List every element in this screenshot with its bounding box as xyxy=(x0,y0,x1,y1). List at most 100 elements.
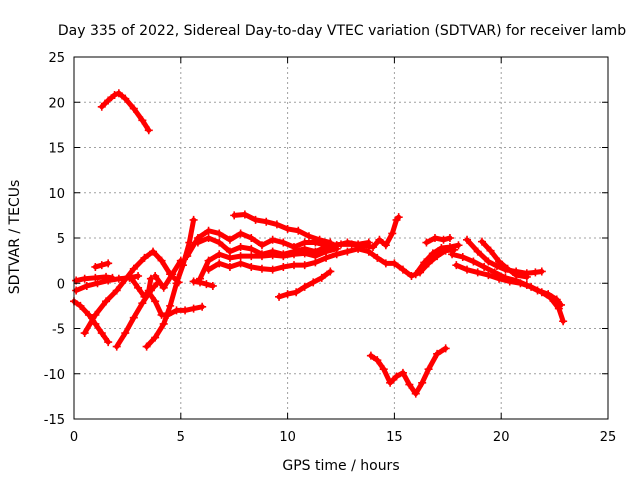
data-point xyxy=(204,226,213,235)
data-point xyxy=(151,333,160,342)
data-point xyxy=(373,253,382,262)
data-point xyxy=(240,210,249,219)
data-point xyxy=(91,273,100,282)
data-point xyxy=(503,264,512,273)
data-point xyxy=(300,282,309,291)
data-point xyxy=(279,238,288,247)
data-point xyxy=(247,262,256,271)
data-point xyxy=(411,389,420,398)
data-point xyxy=(315,235,324,244)
data-point xyxy=(445,243,454,252)
y-tick-label: 10 xyxy=(48,187,65,202)
y-tick-label: -5 xyxy=(52,323,65,338)
data-point xyxy=(189,277,198,286)
data-layer xyxy=(70,89,568,398)
data-point xyxy=(149,247,158,256)
data-point xyxy=(441,344,450,353)
data-point xyxy=(236,259,245,268)
data-point xyxy=(157,256,166,265)
data-point xyxy=(172,306,181,315)
data-point xyxy=(292,288,301,297)
data-point xyxy=(72,286,81,295)
data-point xyxy=(138,299,147,308)
y-tick-label: -15 xyxy=(44,413,65,428)
data-point xyxy=(411,270,420,279)
data-point xyxy=(358,241,367,250)
data-point xyxy=(322,253,331,262)
data-point xyxy=(268,265,277,274)
series-trail xyxy=(144,217,197,350)
data-point xyxy=(80,274,89,283)
series-track-15 xyxy=(196,244,341,283)
data-point xyxy=(204,234,213,242)
data-point xyxy=(196,274,205,283)
data-point xyxy=(204,256,213,265)
y-tick-label: -10 xyxy=(44,368,65,383)
data-point xyxy=(257,252,266,261)
data-point xyxy=(193,238,202,247)
data-point xyxy=(486,246,495,255)
data-point xyxy=(537,267,546,276)
data-point xyxy=(127,274,136,283)
data-point xyxy=(398,368,407,377)
data-point xyxy=(469,257,478,266)
data-point xyxy=(168,270,177,279)
data-point xyxy=(146,274,155,283)
data-point xyxy=(326,241,335,250)
chart-title: Day 335 of 2022, Sidereal Day-to-day VTE… xyxy=(58,23,626,39)
data-point xyxy=(151,272,160,281)
data-point xyxy=(364,247,373,256)
data-point xyxy=(134,272,143,281)
data-point xyxy=(326,267,335,276)
series-track-13 xyxy=(183,226,341,261)
data-point xyxy=(448,250,457,259)
data-point xyxy=(505,277,514,286)
data-point xyxy=(275,292,284,301)
data-point xyxy=(91,262,100,271)
data-point xyxy=(183,252,192,261)
data-point xyxy=(104,96,113,105)
data-point xyxy=(140,292,149,301)
data-point xyxy=(121,329,130,338)
data-point xyxy=(129,264,138,273)
data-point xyxy=(110,91,119,100)
data-point xyxy=(283,224,292,233)
series-track-1 xyxy=(97,89,153,135)
data-point xyxy=(215,259,224,268)
data-point xyxy=(392,372,401,381)
data-point xyxy=(236,252,245,261)
y-tick-label: 5 xyxy=(57,232,65,247)
y-tick-label: 0 xyxy=(57,277,65,292)
data-point xyxy=(268,235,277,244)
data-point xyxy=(102,297,111,306)
data-point xyxy=(247,244,256,253)
data-point xyxy=(386,378,395,387)
data-point xyxy=(531,268,540,277)
data-point xyxy=(463,265,472,274)
data-point xyxy=(262,217,271,226)
data-point xyxy=(294,226,303,235)
series-track-6 xyxy=(91,259,113,271)
data-point xyxy=(492,262,501,271)
data-point xyxy=(268,251,277,260)
series-track-21 xyxy=(411,241,463,279)
data-point xyxy=(76,301,85,310)
data-point xyxy=(138,116,147,125)
series-trail xyxy=(99,90,152,133)
data-point xyxy=(388,229,397,238)
x-tick-label: 25 xyxy=(600,430,617,445)
data-point xyxy=(332,250,341,259)
y-axis-title: SDTVAR / TECUs xyxy=(7,180,23,295)
data-point xyxy=(97,329,106,338)
y-tick-label: 15 xyxy=(48,142,65,157)
data-point xyxy=(290,250,299,259)
data-point xyxy=(484,257,493,266)
data-point xyxy=(215,238,224,247)
series-trail xyxy=(368,345,449,397)
data-point xyxy=(484,271,493,280)
data-point xyxy=(247,252,256,261)
x-tick-label: 10 xyxy=(279,430,296,445)
series-track-25 xyxy=(452,261,568,326)
data-point xyxy=(304,232,313,241)
data-point xyxy=(445,234,454,242)
